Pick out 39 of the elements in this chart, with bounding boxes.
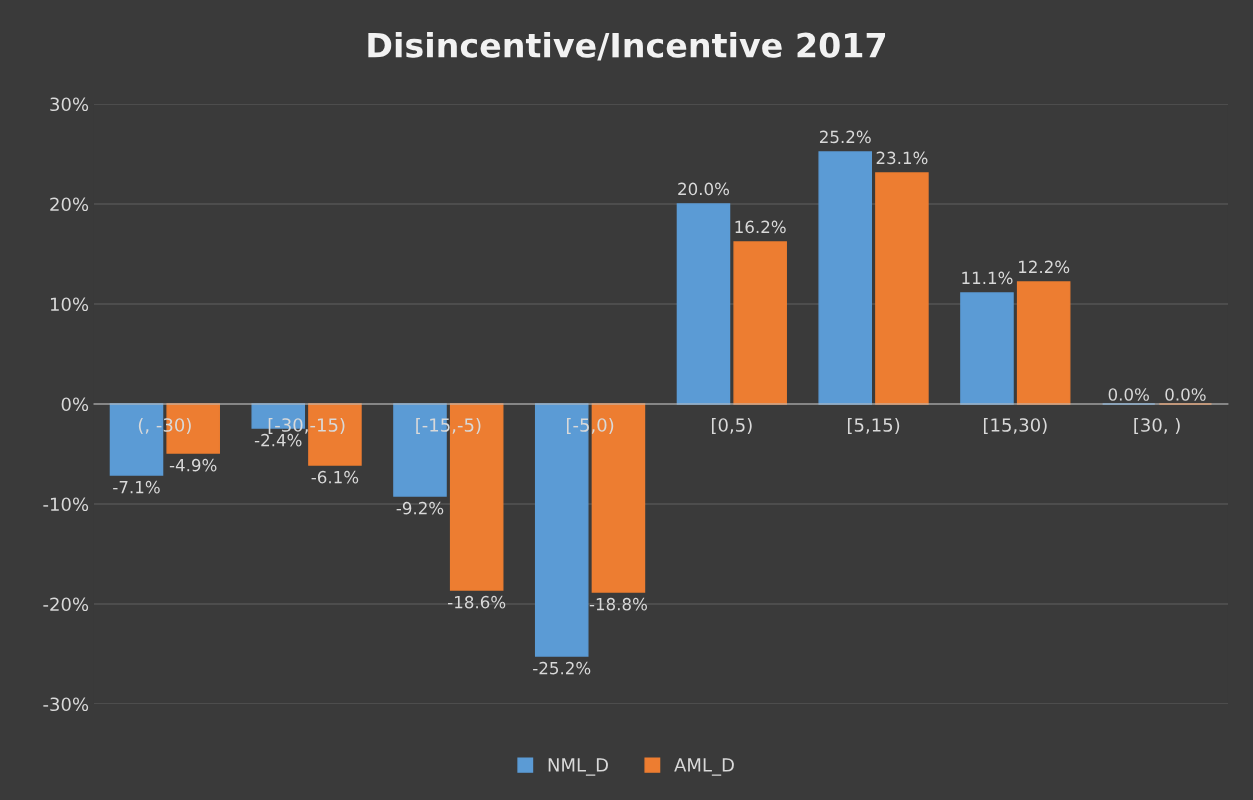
bar (818, 151, 873, 405)
data-label: 20.0% (678, 182, 730, 196)
data-label: -9.2% (396, 501, 444, 515)
x-tick-label: [0,5) (711, 417, 752, 434)
y-tick-label: 0% (61, 397, 89, 412)
y-tick-label: -20% (43, 597, 89, 612)
y-tick-label: 20% (50, 197, 89, 212)
x-tick-label: [15,30) (983, 417, 1047, 434)
data-label: -4.9% (169, 458, 217, 472)
data-label: -2.4% (254, 433, 302, 447)
bar (1016, 281, 1071, 405)
y-tick-label: -10% (43, 497, 89, 512)
legend-label: NML_D (548, 758, 608, 776)
bar (733, 241, 787, 405)
x-tick-label: [-30,-15) (268, 417, 345, 434)
bar (960, 292, 1014, 405)
bar (875, 172, 929, 405)
data-label: -6.1% (311, 470, 359, 484)
x-tick-label: [5,15) (847, 417, 900, 434)
data-label: 25.2% (819, 130, 871, 144)
x-tick-label: [-5,0) (566, 417, 614, 434)
bar (676, 203, 731, 405)
data-label: 23.1% (876, 151, 928, 165)
chart-title: Disincentive/Incentive 2017 (368, 32, 886, 61)
data-label: -18.8% (589, 597, 647, 611)
y-tick-label: 10% (50, 297, 89, 312)
y-tick-label: 30% (50, 97, 89, 112)
y-tick-label: -30% (43, 697, 89, 712)
data-label: 0.0% (1165, 388, 1206, 401)
data-label: -25.2% (533, 661, 591, 675)
x-tick-label: [-15,-5) (416, 417, 481, 434)
data-label: -18.6% (448, 595, 506, 609)
data-label: 11.1% (962, 271, 1013, 285)
data-label: 0.0% (1108, 388, 1149, 401)
data-label: 16.2% (735, 220, 786, 234)
legend-label: AML_D (674, 758, 734, 776)
data-label: 12.2% (1019, 260, 1070, 274)
data-label: -7.1% (113, 480, 160, 494)
x-tick-label: [30, ) (1134, 417, 1180, 434)
